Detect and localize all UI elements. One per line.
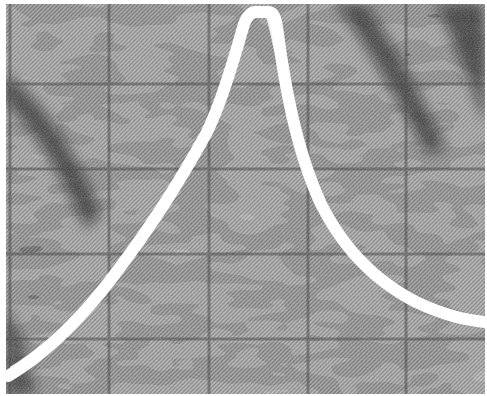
peak-trace — [6, 6, 485, 382]
oscilloscope-screen — [6, 4, 485, 394]
film-grain — [6, 4, 485, 394]
photo-image — [6, 4, 485, 394]
